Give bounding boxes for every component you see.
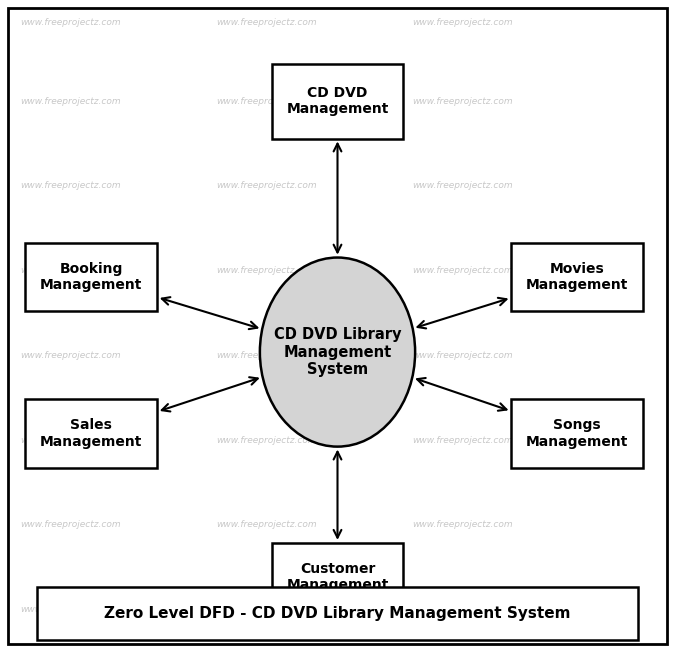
Text: www.freeprojectz.com: www.freeprojectz.com bbox=[412, 436, 512, 445]
Text: www.freeprojectz.com: www.freeprojectz.com bbox=[412, 351, 512, 360]
Text: www.freeprojectz.com: www.freeprojectz.com bbox=[216, 436, 317, 445]
Text: www.freeprojectz.com: www.freeprojectz.com bbox=[216, 96, 317, 106]
Text: www.freeprojectz.com: www.freeprojectz.com bbox=[412, 266, 512, 275]
Text: www.freeprojectz.com: www.freeprojectz.com bbox=[20, 436, 121, 445]
FancyBboxPatch shape bbox=[271, 64, 403, 139]
Text: www.freeprojectz.com: www.freeprojectz.com bbox=[216, 266, 317, 275]
FancyBboxPatch shape bbox=[26, 399, 157, 468]
Text: www.freeprojectz.com: www.freeprojectz.com bbox=[216, 18, 317, 27]
Text: CD DVD Library
Management
System: CD DVD Library Management System bbox=[274, 327, 401, 377]
Text: Movies
Management: Movies Management bbox=[526, 262, 628, 292]
Text: www.freeprojectz.com: www.freeprojectz.com bbox=[20, 351, 121, 360]
Text: www.freeprojectz.com: www.freeprojectz.com bbox=[412, 18, 512, 27]
Text: www.freeprojectz.com: www.freeprojectz.com bbox=[216, 605, 317, 614]
Text: www.freeprojectz.com: www.freeprojectz.com bbox=[20, 266, 121, 275]
Text: www.freeprojectz.com: www.freeprojectz.com bbox=[216, 520, 317, 529]
FancyBboxPatch shape bbox=[511, 399, 643, 468]
Text: www.freeprojectz.com: www.freeprojectz.com bbox=[412, 520, 512, 529]
Text: www.freeprojectz.com: www.freeprojectz.com bbox=[216, 181, 317, 190]
Text: Sales
Management: Sales Management bbox=[40, 419, 142, 449]
Ellipse shape bbox=[260, 258, 415, 447]
Text: www.freeprojectz.com: www.freeprojectz.com bbox=[20, 181, 121, 190]
Text: www.freeprojectz.com: www.freeprojectz.com bbox=[20, 96, 121, 106]
Text: Customer
Management: Customer Management bbox=[286, 562, 389, 592]
Text: www.freeprojectz.com: www.freeprojectz.com bbox=[20, 18, 121, 27]
FancyBboxPatch shape bbox=[511, 243, 643, 312]
Text: Zero Level DFD - CD DVD Library Management System: Zero Level DFD - CD DVD Library Manageme… bbox=[104, 606, 571, 621]
Text: www.freeprojectz.com: www.freeprojectz.com bbox=[20, 520, 121, 529]
Text: www.freeprojectz.com: www.freeprojectz.com bbox=[412, 96, 512, 106]
Text: www.freeprojectz.com: www.freeprojectz.com bbox=[412, 181, 512, 190]
FancyBboxPatch shape bbox=[26, 243, 157, 312]
FancyBboxPatch shape bbox=[37, 587, 638, 640]
Text: www.freeprojectz.com: www.freeprojectz.com bbox=[20, 605, 121, 614]
Text: Booking
Management: Booking Management bbox=[40, 262, 142, 292]
Text: www.freeprojectz.com: www.freeprojectz.com bbox=[216, 351, 317, 360]
Text: Songs
Management: Songs Management bbox=[526, 419, 628, 449]
FancyBboxPatch shape bbox=[271, 542, 403, 612]
Text: www.freeprojectz.com: www.freeprojectz.com bbox=[412, 605, 512, 614]
Text: CD DVD
Management: CD DVD Management bbox=[286, 86, 389, 116]
